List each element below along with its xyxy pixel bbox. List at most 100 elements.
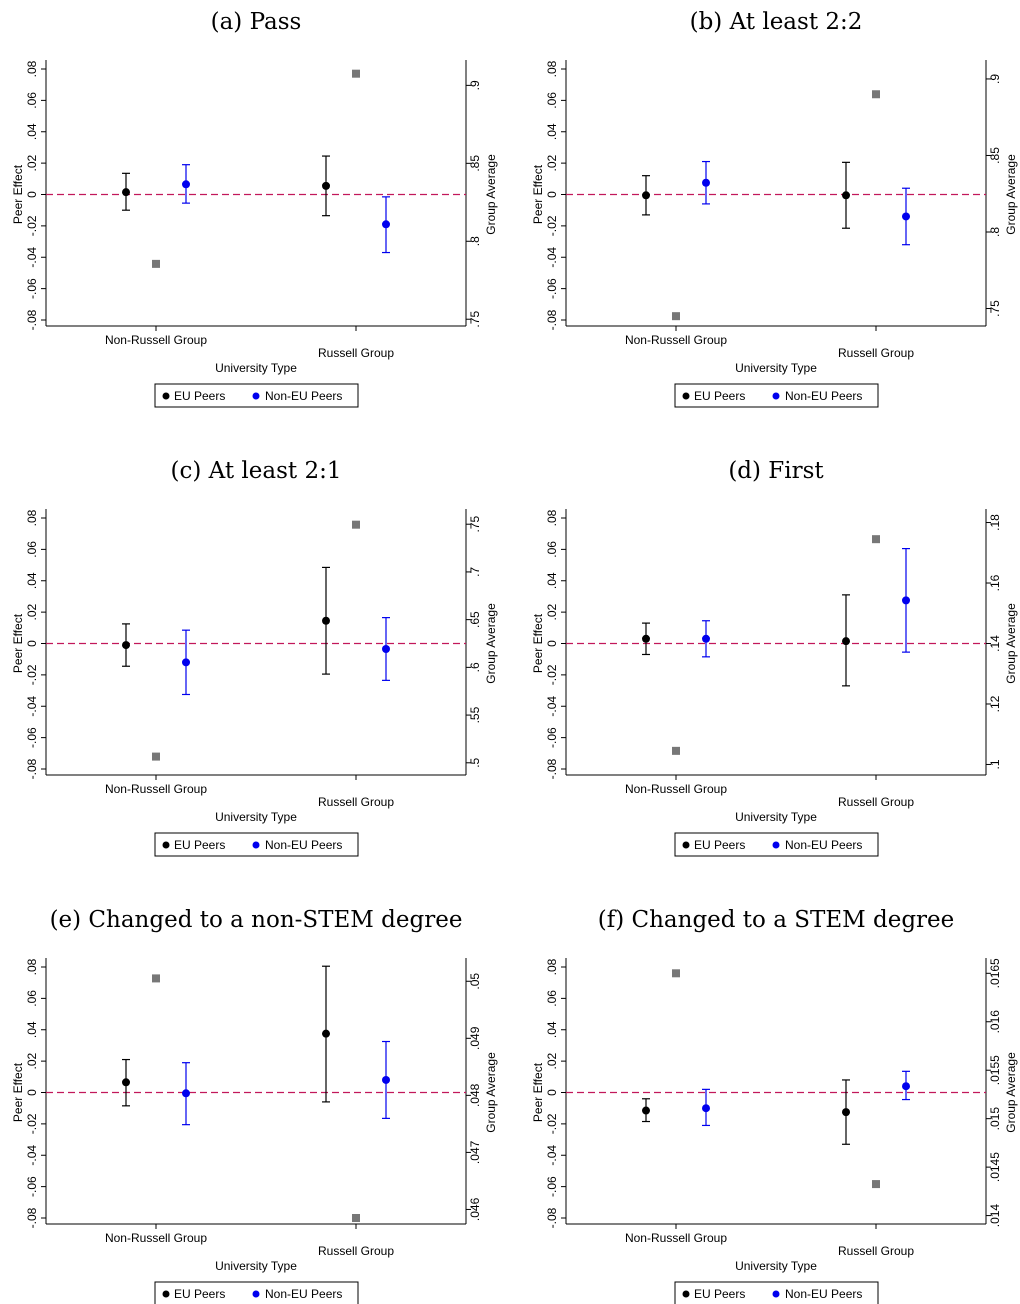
point-estimate-marker [702,1104,710,1113]
left-tick-label: -.08 [545,758,559,779]
left-tick-label: -.08 [545,1207,559,1228]
left-tick-label: -.02 [25,215,39,236]
point-estimate-marker [642,1106,650,1115]
left-tick-label: .02 [545,603,559,620]
chart-title: (c) At least 2:1 [171,458,342,484]
left-tick-label: -.02 [25,1113,39,1134]
point-estimate-marker [842,191,850,200]
legend-marker-non-eu [772,841,780,849]
point-estimate-marker [902,1082,910,1091]
left-tick-label: -.06 [545,278,559,299]
left-tick-label: .02 [545,1052,559,1069]
legend-label-eu: EU Peers [174,1287,225,1301]
left-tick-label: .02 [545,154,559,171]
right-tick-label: .16 [988,574,1002,591]
legend-marker-eu [162,841,170,849]
legend-label-non-eu: Non-EU Peers [785,389,862,403]
left-tick-label: .02 [25,154,39,171]
left-tick-label: 0 [25,640,39,647]
left-tick-label: -.06 [25,727,39,748]
x-axis-title: University Type [735,1259,817,1273]
right-tick-label: .65 [468,611,482,628]
group-average-marker [352,1214,360,1222]
point-estimate-marker [842,637,850,646]
left-tick-label: .04 [25,572,39,589]
y-axis-title-right: Group Average [484,603,498,684]
right-tick-label: .1 [988,759,1002,769]
left-tick-label: 0 [545,640,559,647]
legend-label-non-eu: Non-EU Peers [265,389,342,403]
right-tick-label: .75 [988,300,1002,317]
right-tick-label: .047 [468,1140,482,1164]
legend-label-eu: EU Peers [174,389,225,403]
right-tick-label: .6 [468,662,482,672]
right-tick-label: .015 [988,1107,1002,1131]
point-estimate-marker [702,178,710,187]
group-average-marker [152,752,160,761]
left-tick-label: .04 [25,1021,39,1038]
chart-panel-6: (f) Changed to a STEM degree -.08 -.06 -.04… [531,907,1018,1304]
left-tick-label: -.04 [25,247,39,268]
point-estimate-marker [382,644,390,653]
legend-marker-eu [162,392,170,400]
left-tick-label: .04 [545,572,559,589]
left-tick-label: .08 [25,509,39,526]
legend: EU Peers Non-EU Peers [674,832,879,857]
left-tick-label: .08 [545,60,559,77]
point-estimate-marker [702,634,710,643]
left-tick-label: .06 [545,990,559,1007]
chart-title: (b) At least 2:2 [690,9,863,35]
chart-panel-2: (b) At least 2:2 -.08 -.06 -.04 -.02 0 .02 .04.… [531,9,1018,408]
y-axis-title-left: Peer Effect [531,613,545,673]
group-average-marker [152,259,160,268]
left-tick-label: 0 [545,1089,559,1096]
group-average-marker [872,1180,880,1189]
x-category-label: Russell Group [838,346,914,360]
y-axis-title-left: Peer Effect [531,1062,545,1122]
chart-panel-5: (e) Changed to a non-STEM degree -.08 -.06… [11,907,498,1304]
left-tick-label: .06 [545,541,559,558]
legend-marker-non-eu [772,392,780,400]
point-estimate-marker [842,1108,850,1117]
y-axis-title-right: Group Average [1004,154,1018,235]
chart-title: (d) First [728,458,824,484]
legend-label-eu: EU Peers [174,838,225,852]
y-axis-title-right: Group Average [484,1052,498,1133]
legend: EU Peers Non-EU Peers [154,1281,359,1304]
left-tick-label: 0 [545,191,559,198]
group-average-marker [352,69,360,78]
left-tick-label: -.02 [545,215,559,236]
left-tick-label: -.04 [25,696,39,717]
left-tick-label: -.08 [25,309,39,330]
legend-label-eu: EU Peers [694,838,745,852]
x-category-label: Non-Russell Group [105,1231,207,1245]
legend-marker-non-eu [772,1290,780,1298]
right-tick-label: .75 [468,516,482,533]
left-tick-label: .06 [25,541,39,558]
legend-marker-non-eu [252,841,260,849]
x-category-label: Russell Group [318,795,394,809]
x-category-label: Russell Group [838,1244,914,1258]
legend-label-non-eu: Non-EU Peers [785,838,862,852]
legend: EU Peers Non-EU Peers [674,1281,879,1304]
legend-marker-eu [682,392,690,400]
left-tick-label: .06 [25,92,39,109]
x-category-label: Russell Group [318,346,394,360]
left-tick-label: -.02 [25,664,39,685]
point-estimate-marker [182,658,190,667]
left-tick-label: -.08 [25,758,39,779]
y-axis-title-left: Peer Effect [11,1062,25,1122]
legend-marker-eu [162,1290,170,1298]
legend-marker-non-eu [252,1290,260,1298]
y-axis-title-left: Peer Effect [531,164,545,224]
chart-panel-4: (d) First -.08 -.06 -.04 -.02 0 .02 .04 .06 .08 .1… [531,458,1018,857]
group-average-marker [672,969,680,978]
chart-panel-3: (c) At least 2:1 -.08 -.06 -.04 -.02 0 .02 .04.… [11,458,498,857]
right-tick-label: .85 [468,155,482,172]
left-tick-label: -.06 [25,1176,39,1197]
legend-marker-non-eu [252,392,260,400]
point-estimate-marker [642,634,650,643]
left-tick-label: .02 [25,603,39,620]
left-tick-label: -.04 [545,696,559,717]
left-tick-label: .06 [545,92,559,109]
